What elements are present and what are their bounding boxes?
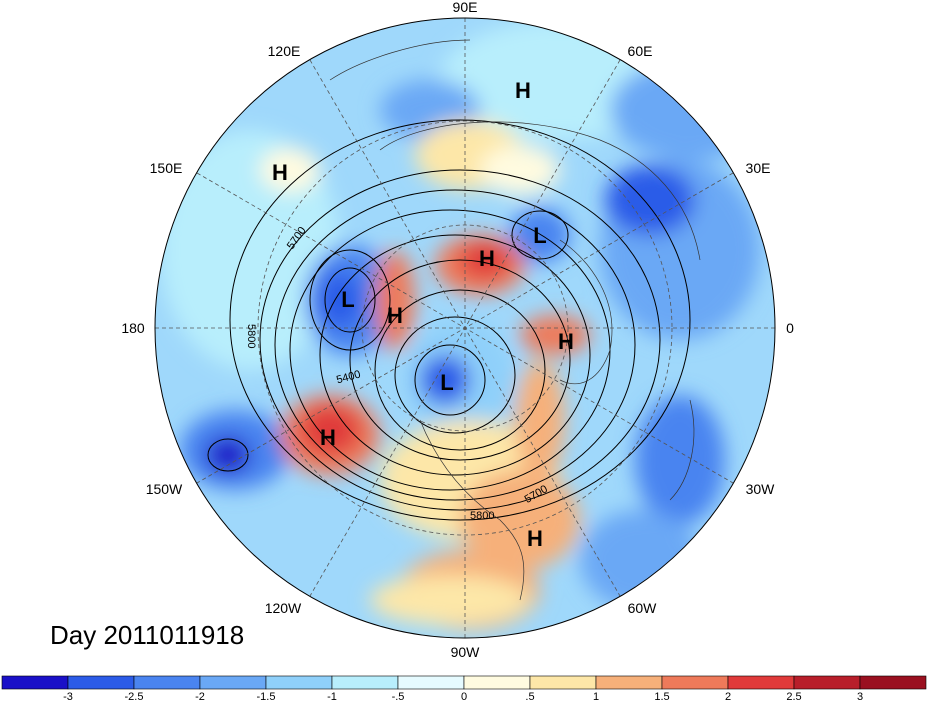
lon-label: 120E xyxy=(268,43,301,59)
lon-label: 60W xyxy=(628,600,658,616)
colorbar-swatch xyxy=(661,675,729,690)
lon-label: 0 xyxy=(786,320,794,336)
lon-label: 120W xyxy=(265,600,302,616)
colorbar-swatch xyxy=(793,675,861,690)
lon-label: 150E xyxy=(150,160,183,176)
colorbar-tick-label: 1 xyxy=(593,691,599,702)
lon-label: 90E xyxy=(453,0,478,15)
colorbar-swatch xyxy=(199,675,267,690)
colorbar-tick-label: -3 xyxy=(63,691,73,702)
figure-title: Day 2011011918 xyxy=(50,620,245,650)
lon-label: 150W xyxy=(146,481,183,497)
contour-label: 5800 xyxy=(245,324,257,348)
lon-label: 90W xyxy=(451,644,481,660)
colorbar-tick-label: -1.5 xyxy=(257,691,276,702)
colorbar-swatch xyxy=(397,675,465,690)
high-center: H xyxy=(387,303,403,328)
colorbar-tick-label: 1.5 xyxy=(654,691,669,702)
low-center: L xyxy=(440,370,453,395)
colorbar-swatch xyxy=(67,675,135,690)
colorbar-tick-label: 0 xyxy=(461,691,467,702)
lon-label: 60E xyxy=(628,43,653,59)
colorbar-swatch xyxy=(133,675,201,690)
colorbar-swatch xyxy=(595,675,663,690)
colorbar-tick-label: .5 xyxy=(525,691,534,702)
colorbar-tick-label: -2.5 xyxy=(125,691,144,702)
colorbar-swatch xyxy=(529,675,597,690)
colorbar-swatch xyxy=(463,675,531,690)
colorbar-tick-label: 3 xyxy=(857,691,863,702)
colorbar-swatch xyxy=(265,675,333,690)
longitude-labels: 90E 60E 30E 0 30W 60W 90W 120W 150W 180 … xyxy=(121,0,794,660)
high-center: H xyxy=(515,78,531,103)
colorbar: -3 -2.5 -2 -1.5 -1 -.5 0 .5 1 1.5 2 2.5 3 xyxy=(1,675,927,702)
high-center: H xyxy=(320,425,336,450)
contour-label: 5800 xyxy=(470,510,494,522)
high-center: H xyxy=(527,526,543,551)
map-boundary xyxy=(154,17,776,639)
colorbar-swatch xyxy=(1,675,69,690)
colorbar-swatch xyxy=(331,675,399,690)
colorbar-swatch xyxy=(727,675,795,690)
pressure-centers: H H L H L H H L H H xyxy=(272,78,574,551)
colorbar-tick-label: 2 xyxy=(725,691,731,702)
colorbar-tick-label: -1 xyxy=(327,691,337,702)
lon-label: 30E xyxy=(746,160,771,176)
colorbar-tick-label: -2 xyxy=(195,691,205,702)
graticule xyxy=(155,18,775,638)
height-contours xyxy=(207,119,691,521)
low-center: L xyxy=(533,223,546,248)
low-center: L xyxy=(341,287,354,312)
high-center: H xyxy=(558,329,574,354)
colorbar-tick-label: 2.5 xyxy=(786,691,801,702)
lon-label: 180 xyxy=(121,320,145,336)
colorbar-tick-label: -.5 xyxy=(392,691,405,702)
high-center: H xyxy=(272,160,288,185)
coastlines xyxy=(329,39,701,601)
lon-label: 30W xyxy=(746,481,776,497)
colorbar-swatch xyxy=(859,675,927,690)
high-center: H xyxy=(479,246,495,271)
